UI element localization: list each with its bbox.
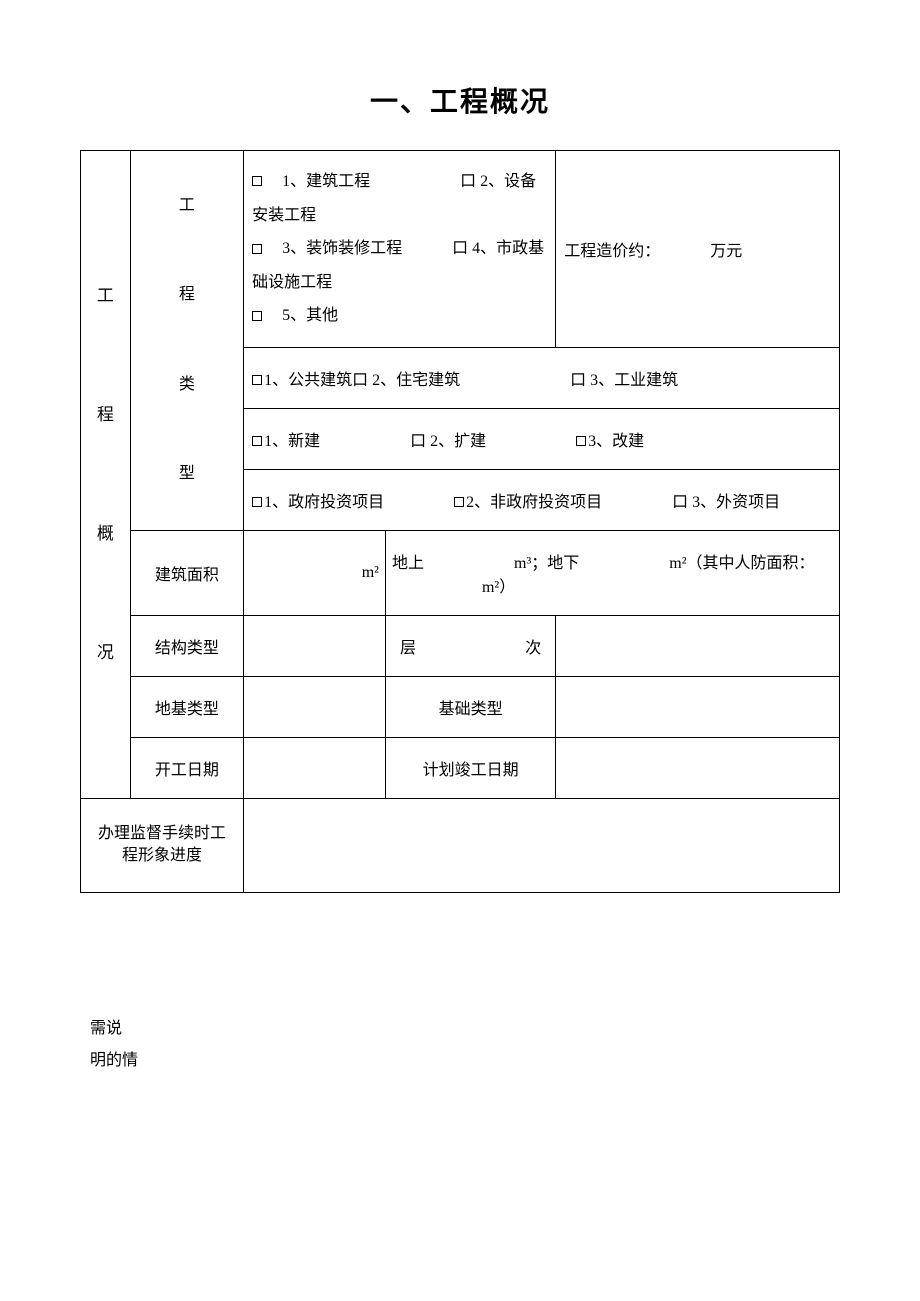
progress-label: 办理监督手续时工程形象进度 [81,798,244,892]
notes-section: 需说 明的情 [90,1013,840,1077]
checkbox-icon[interactable] [252,436,262,446]
checkbox-icon[interactable] [252,497,262,507]
construction-type-options: 1、新建口 2、扩建3、改建 [244,408,840,469]
structure-type-value [244,615,386,676]
plan-date-label: 计划竣工日期 [385,737,555,798]
foundation-value [244,676,386,737]
area-label: 建筑面积 [130,530,243,615]
notes-line-1: 需说 [90,1013,840,1045]
floor-value [556,615,840,676]
overview-table: 工程概况 工程类型 1、建筑工程口 2、设备安装工程 3、装饰装修工程口 4、市… [80,150,840,893]
base-type-value [556,676,840,737]
notes-line-2: 明的情 [90,1045,840,1077]
checkbox-icon[interactable] [252,176,262,186]
floor-label: 层次 [385,615,555,676]
plan-date-value [556,737,840,798]
project-type-options: 1、建筑工程口 2、设备安装工程 3、装饰装修工程口 4、市政基础设施工程 5、… [244,151,556,348]
side-label: 工程概况 [81,151,131,799]
area-unit-cell: m² [244,530,386,615]
category-label: 工程类型 [130,151,243,531]
area-detail-cell: 地上m³；地下m²（其中人防面积：m²） [385,530,839,615]
checkbox-icon[interactable] [252,311,262,321]
page-title: 一、工程概况 [80,80,840,120]
checkbox-icon[interactable] [576,436,586,446]
base-type-label: 基础类型 [385,676,555,737]
investment-type-options: 1、政府投资项目2、非政府投资项目口 3、外资项目 [244,469,840,530]
structure-type-label: 结构类型 [130,615,243,676]
start-date-label: 开工日期 [130,737,243,798]
checkbox-icon[interactable] [454,497,464,507]
checkbox-icon[interactable] [252,244,262,254]
project-cost-cell: 工程造价约：万元 [556,151,840,348]
progress-value [244,798,840,892]
foundation-label: 地基类型 [130,676,243,737]
start-date-value [244,737,386,798]
building-category-options: 1、公共建筑口 2、住宅建筑口 3、工业建筑 [244,347,840,408]
checkbox-icon[interactable] [252,375,262,385]
